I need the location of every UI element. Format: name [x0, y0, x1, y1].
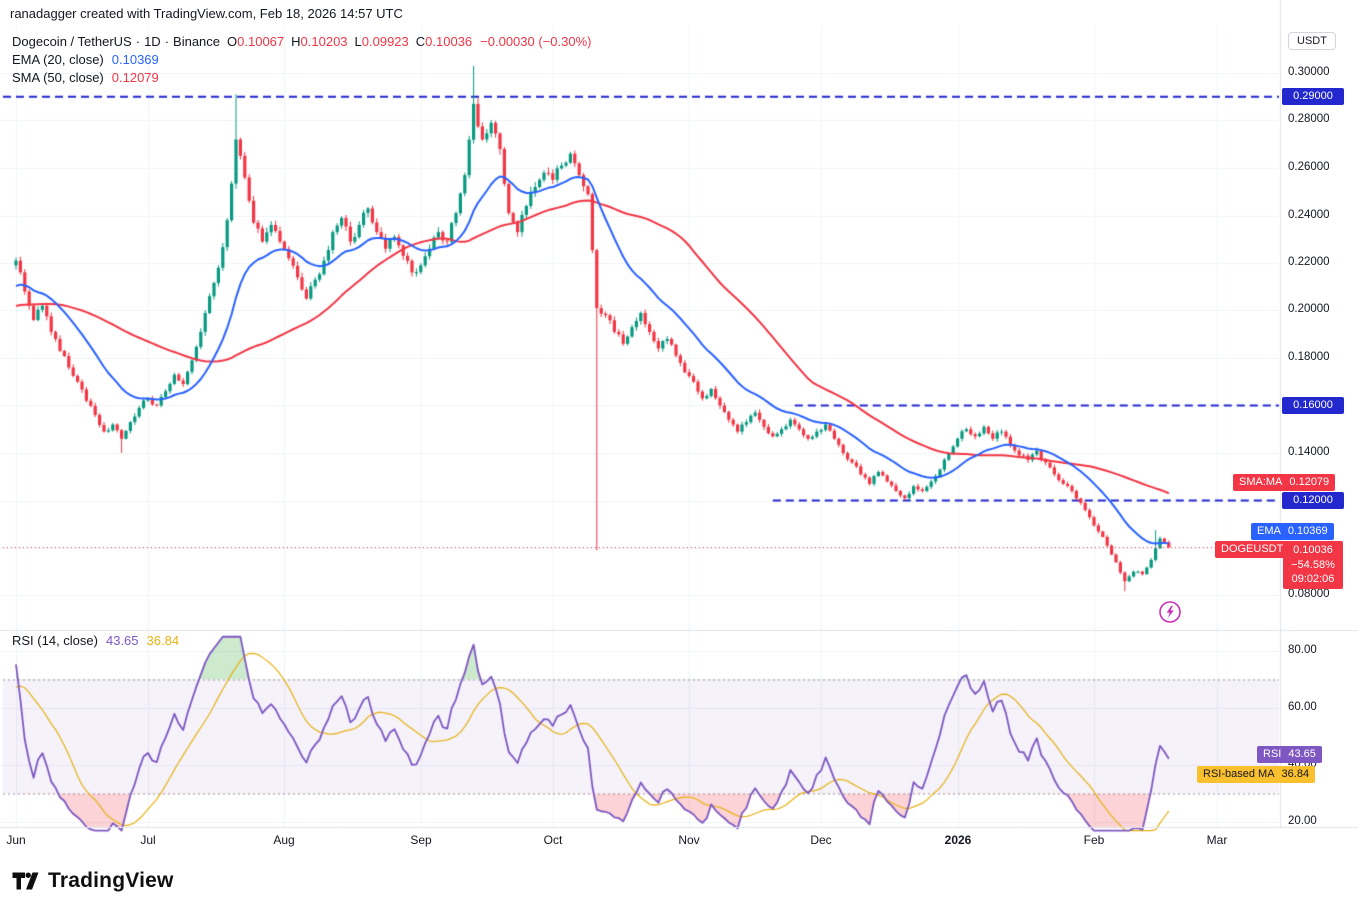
ohlc-close-label: C: [415, 34, 426, 49]
time-axis-label-dec: Dec: [810, 833, 832, 847]
flash-icon[interactable]: [1157, 599, 1183, 625]
rsi-badge-value: 43.65: [1288, 748, 1316, 760]
legend-separator: ·: [164, 34, 170, 49]
level-badge-0-12: 0.12000: [1282, 492, 1344, 509]
ohlc-open-value: 0.10067: [237, 34, 285, 49]
ohlc-high-value: 0.10203: [300, 34, 348, 49]
ohlc-change-value: −0.00030 (−0.30%): [480, 34, 592, 49]
ema-badge-label: EMA: [1257, 525, 1281, 537]
ema-badge-value: 0.10369: [1287, 525, 1328, 537]
rsi-ma-legend-value: 36.84: [146, 633, 180, 648]
rsi-legend[interactable]: RSI (14, close) 43.65 36.84: [12, 632, 179, 650]
rsi-badge-label: RSI: [1263, 748, 1282, 760]
ohlc-low-value: 0.09923: [361, 34, 409, 49]
price-tick-label: 0.28000: [1288, 113, 1330, 125]
price-tick-label: 0.30000: [1288, 66, 1330, 78]
time-axis-label-sep: Sep: [410, 833, 432, 847]
tradingview-wordmark: TradingView: [48, 869, 174, 892]
time-axis-label-jun: Jun: [6, 833, 26, 847]
rsi-tick-label: 20.00: [1288, 815, 1317, 827]
sma-legend-row[interactable]: SMA (50, close) 0.12079: [12, 69, 591, 87]
bar-countdown: 09:02:06: [1291, 573, 1335, 585]
price-tick-label: 0.24000: [1288, 209, 1330, 221]
ema-legend-row[interactable]: EMA (20, close) 0.10369: [12, 51, 591, 69]
legend-separator: ·: [135, 34, 141, 49]
time-axis-label-mar: Mar: [1206, 833, 1228, 847]
ema-price-badge: EMA 0.10369: [1251, 523, 1334, 540]
symbol-name[interactable]: Dogecoin / TetherUS: [12, 34, 132, 49]
change-percent-value: −54.58%: [1291, 558, 1335, 571]
rsi-tick-label: 60.00: [1288, 701, 1317, 713]
price-tick-label: 0.26000: [1288, 161, 1330, 173]
ema-legend-value: 0.10369: [111, 52, 159, 67]
sma-badge-value: 0.12079: [1289, 476, 1330, 488]
footer-branding[interactable]: TradingView: [12, 869, 174, 893]
sma-legend-label[interactable]: SMA (50, close): [12, 70, 104, 85]
time-axis-label-nov: Nov: [678, 833, 700, 847]
sma-price-badge: SMA:MA 0.12079: [1233, 474, 1336, 491]
rsi-ma-badge-value: 36.84: [1281, 768, 1310, 780]
symbol-price-tag: DOGEUSDT: [1215, 541, 1290, 558]
price-tick-label: 0.18000: [1288, 351, 1330, 363]
rsi-ma-badge-label: RSI-based MA: [1203, 768, 1275, 780]
last-price-value: 0.10036: [1293, 544, 1333, 556]
ohlc-low-label: L: [354, 34, 362, 49]
tradingview-logo-icon: [12, 872, 39, 890]
symbol-exchange[interactable]: Binance: [173, 34, 221, 49]
time-axis-label-feb: Feb: [1083, 833, 1105, 847]
price-tick-label: 0.22000: [1288, 256, 1330, 268]
time-axis-label-jul: Jul: [140, 833, 156, 847]
level-badge-0-16: 0.16000: [1282, 397, 1344, 414]
symbol-legend[interactable]: Dogecoin / TetherUS · 1D · Binance O0.10067 H0…: [12, 33, 591, 87]
symbol-interval[interactable]: 1D: [144, 34, 161, 49]
rsi-ma-value-badge: RSI-based MA 36.84: [1197, 766, 1316, 783]
sma-legend-value: 0.12079: [111, 70, 159, 85]
last-price-badge: 0.10036 −54.58% 09:02:06: [1283, 541, 1343, 589]
rsi-value-badge: RSI 43.65: [1257, 746, 1322, 763]
price-tick-label: 0.08000: [1288, 588, 1330, 600]
rsi-legend-value: 43.65: [105, 633, 139, 648]
price-axis-unit[interactable]: USDT: [1288, 32, 1336, 50]
symbol-legend-row[interactable]: Dogecoin / TetherUS · 1D · Binance O0.10067 H0…: [12, 33, 591, 51]
attribution-text: ranadagger created with TradingView.com,…: [10, 6, 403, 21]
time-axis-label-aug: Aug: [273, 833, 295, 847]
level-badge-0-29: 0.29000: [1282, 88, 1344, 105]
price-tick-label: 0.14000: [1288, 446, 1330, 458]
ohlc-open-label: O: [227, 34, 238, 49]
time-axis-label-oct: Oct: [543, 833, 563, 847]
rsi-tick-label: 80.00: [1288, 644, 1317, 656]
ohlc-high-label: H: [291, 34, 301, 49]
time-axis-label-2026: 2026: [944, 833, 972, 847]
rsi-legend-label[interactable]: RSI (14, close): [12, 633, 98, 648]
price-tick-label: 0.20000: [1288, 303, 1330, 315]
chart-canvas[interactable]: [0, 0, 1358, 858]
ohlc-close-value: 0.10036: [425, 34, 473, 49]
time-axis[interactable]: Jun Jul Aug Sep Oct Nov Dec 2026 Feb Mar: [0, 827, 1358, 857]
sma-badge-label: SMA:MA: [1239, 476, 1283, 488]
ema-legend-label[interactable]: EMA (20, close): [12, 52, 104, 67]
